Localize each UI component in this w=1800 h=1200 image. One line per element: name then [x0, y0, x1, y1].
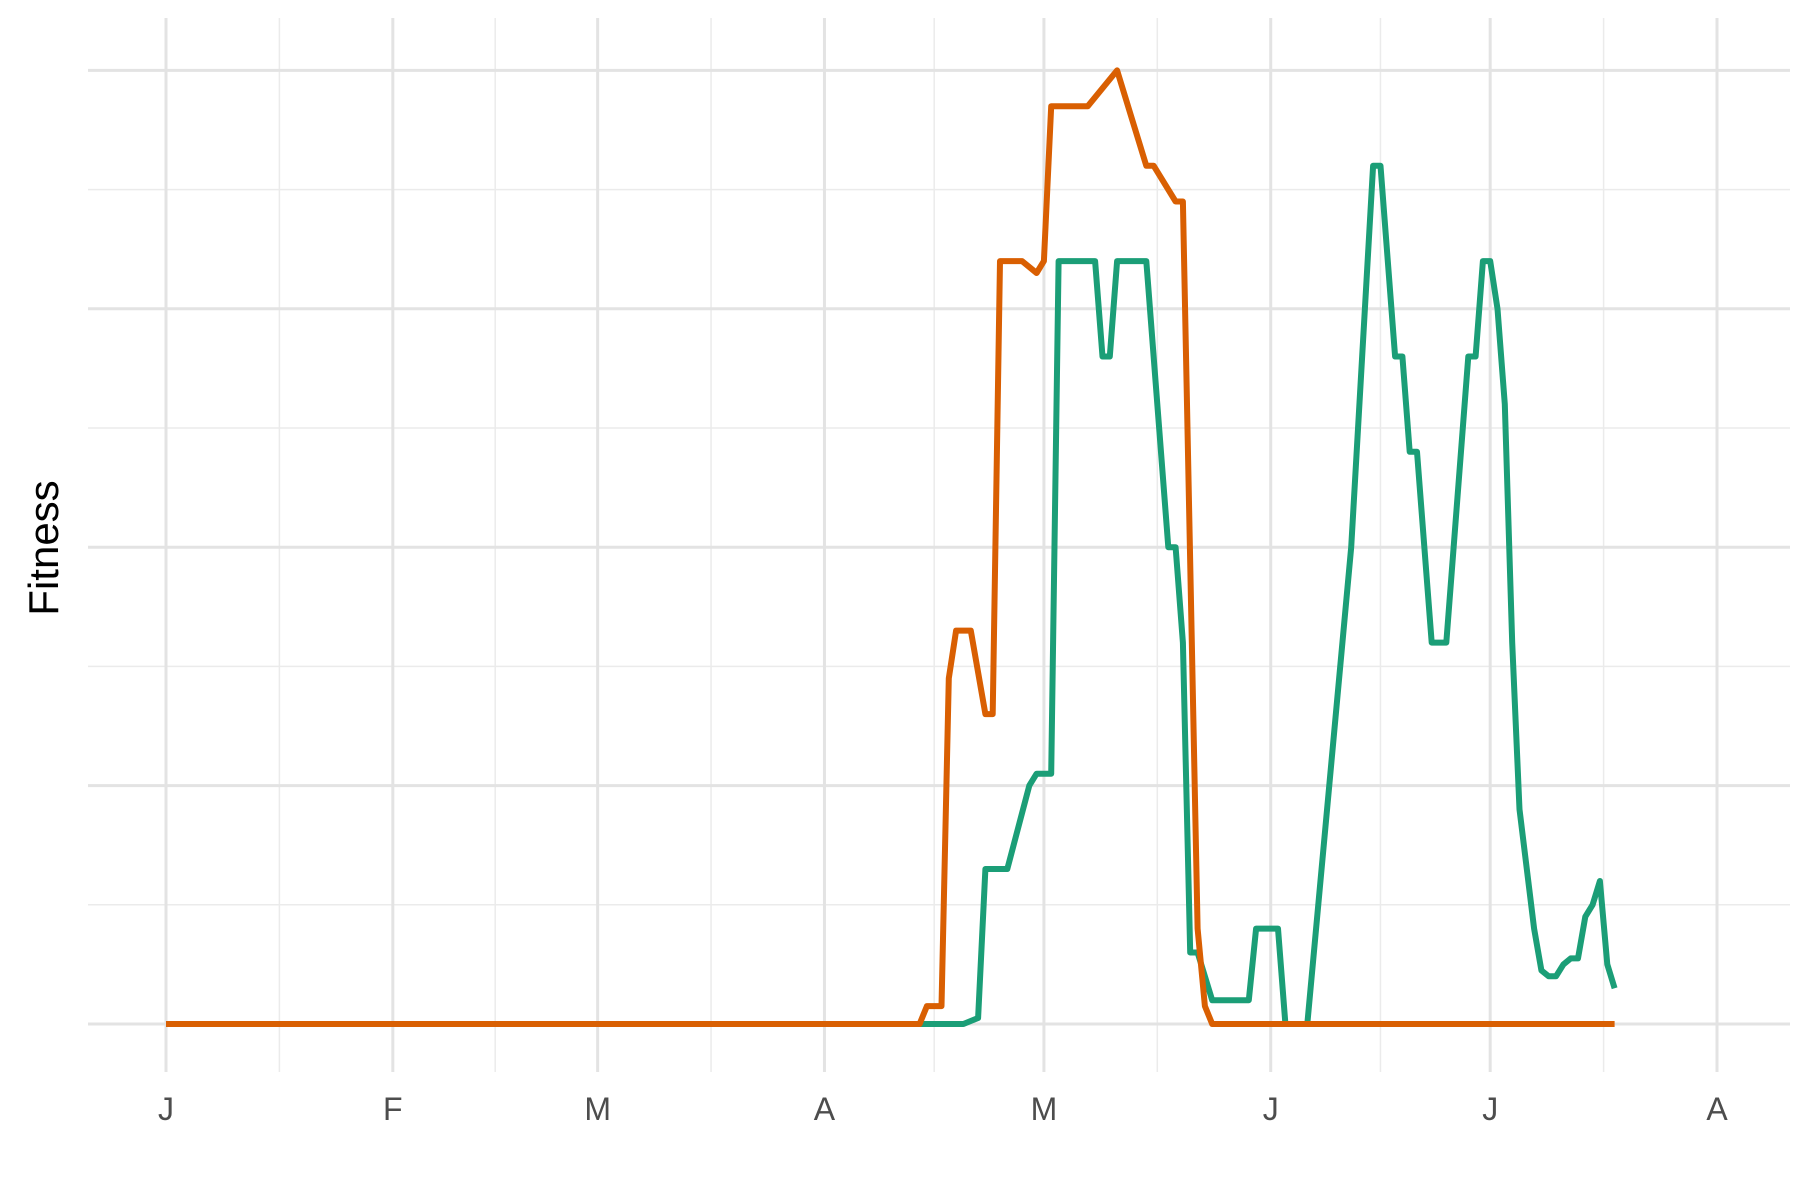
x-tick-label: M	[584, 1091, 611, 1127]
x-tick-label: M	[1031, 1091, 1058, 1127]
y-axis-title: Fitness	[20, 480, 67, 615]
x-tick-label: A	[814, 1091, 836, 1127]
x-tick-label: A	[1706, 1091, 1728, 1127]
x-tick-label: J	[1263, 1091, 1279, 1127]
series-lines	[166, 67, 1618, 1027]
series-line-2	[166, 67, 1615, 1027]
x-tick-label: J	[1482, 1091, 1498, 1127]
series-line-1	[166, 162, 1618, 1027]
x-tick-label: J	[158, 1091, 174, 1127]
minor-gridlines	[88, 18, 1790, 1072]
x-tick-label: F	[383, 1091, 403, 1127]
